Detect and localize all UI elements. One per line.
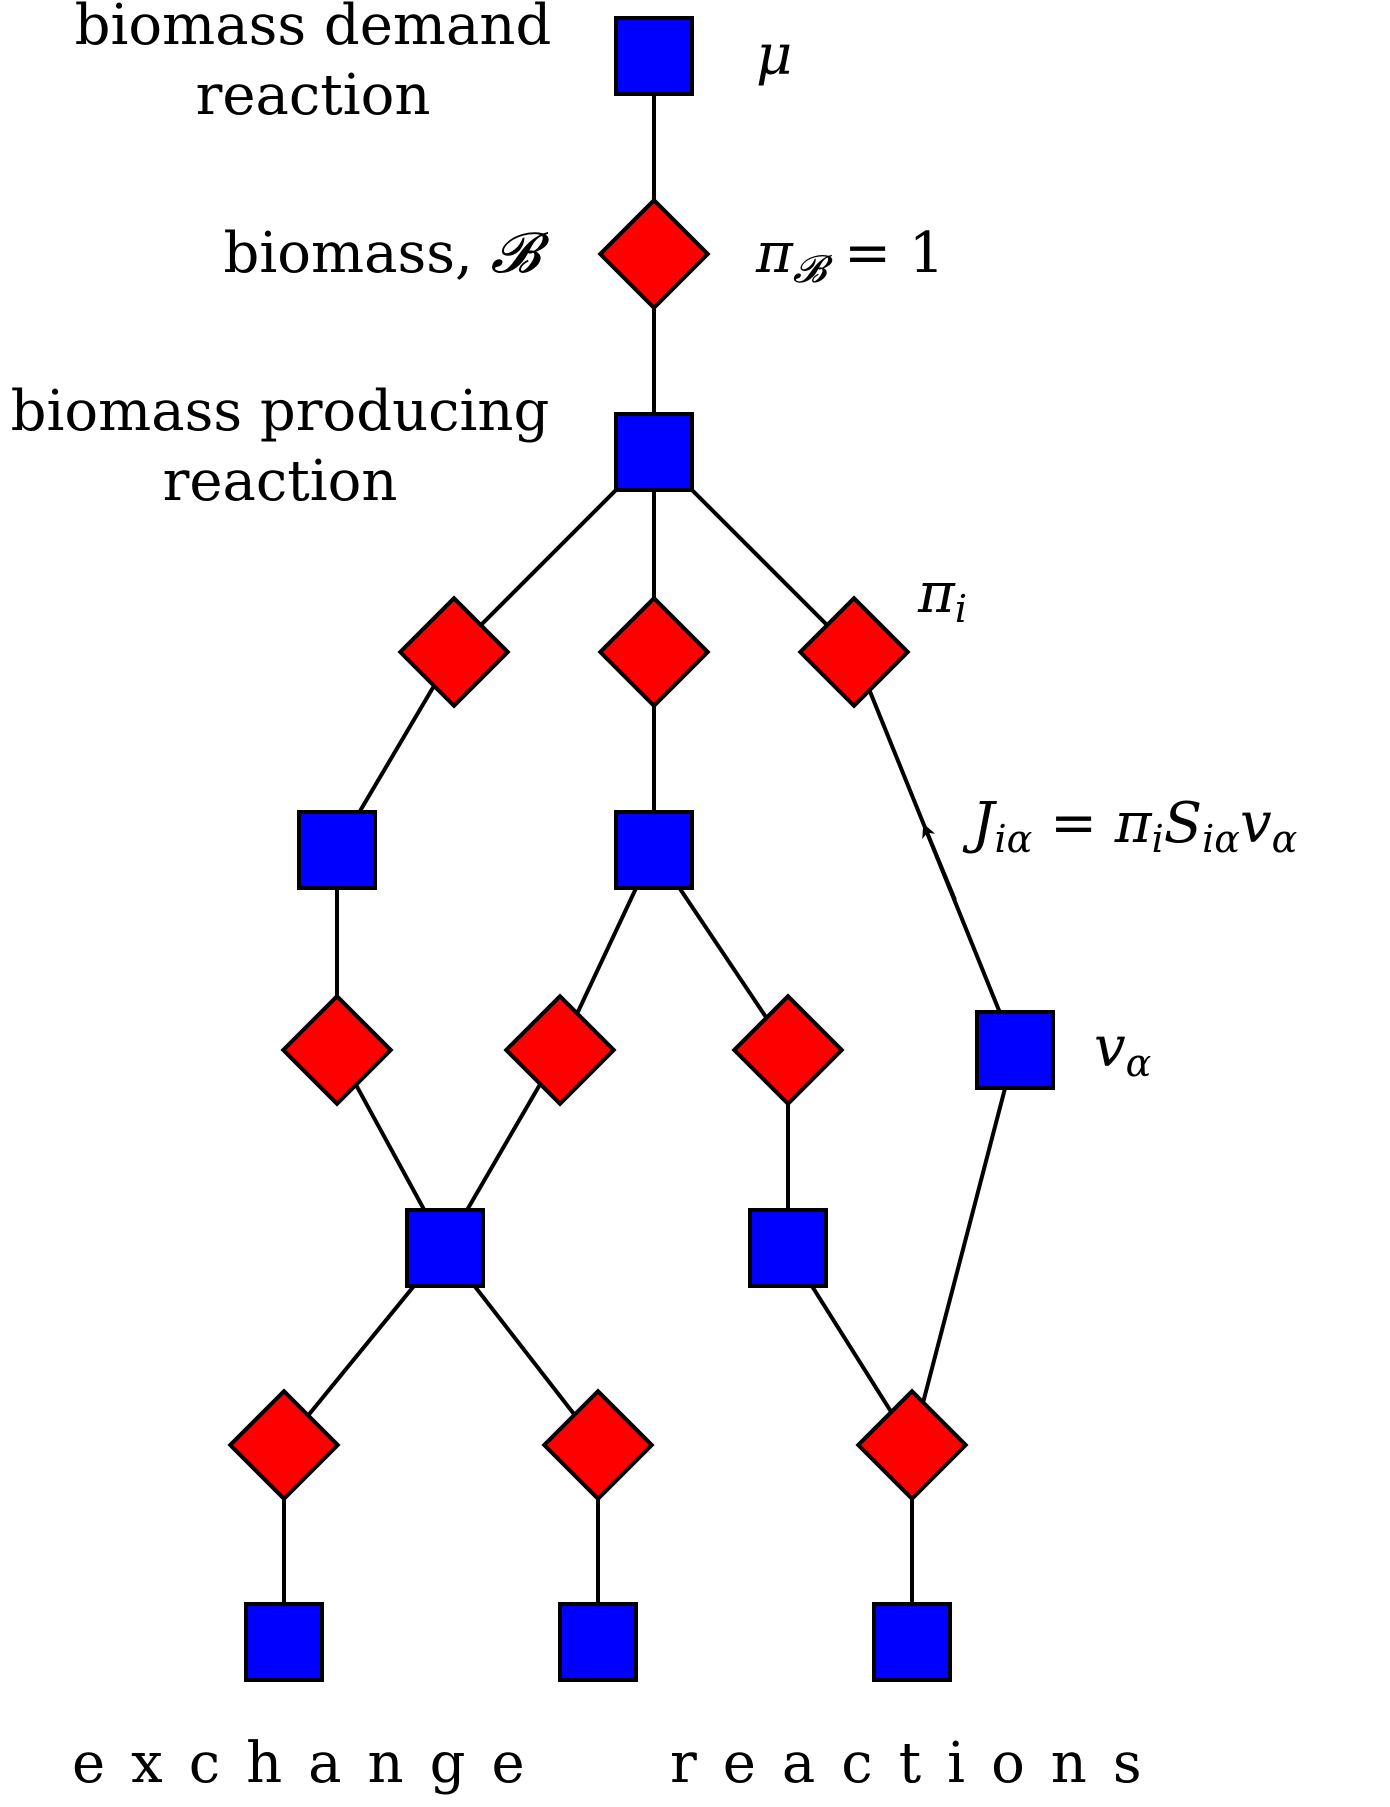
flux-equation-label: Jiα = πiSiαvα	[962, 791, 1297, 861]
v-subscript: α	[1126, 1041, 1152, 1085]
reaction-node	[297, 810, 377, 890]
metabolite-node	[731, 993, 845, 1107]
metabolite-nodes	[227, 197, 969, 1502]
pi-symbol: π	[917, 561, 956, 626]
metabolite-node	[503, 993, 617, 1107]
reaction-node-biomass-producing	[614, 412, 694, 492]
pi-symbol: π	[755, 221, 794, 286]
biomass-label: biomass, 𝓑	[224, 221, 550, 286]
v-alpha-label: vα	[1094, 1015, 1151, 1085]
biomass-symbol: 𝓑	[491, 221, 550, 286]
labels: biomass demand reaction biomass, 𝓑 bioma…	[11, 0, 1168, 1796]
reaction-node	[614, 810, 694, 890]
reaction-node-v-alpha	[975, 1010, 1055, 1090]
exchange-reaction-node	[872, 1602, 952, 1682]
flux-equals-pi: = π	[1032, 791, 1153, 856]
exchange-reaction-node	[558, 1602, 638, 1682]
exchange-label: exchange	[72, 1731, 551, 1796]
biomass-demand-label-line1: biomass demand	[75, 0, 552, 58]
flux-pi-subscript: i	[1152, 817, 1164, 861]
reaction-nodes	[244, 16, 1055, 1682]
metabolite-node	[280, 993, 394, 1107]
reactions-label: reactions	[670, 1731, 1168, 1796]
math-annotations: μ π𝓑 = 1 πi Jiα = πiSiαvα vα	[755, 23, 1297, 1085]
metabolite-node-biomass	[597, 197, 711, 311]
flux-S-subscript: iα	[1202, 817, 1240, 861]
mu-label: μ	[756, 23, 792, 88]
metabolite-node	[541, 1388, 655, 1502]
pi-subscript: 𝓑	[793, 247, 833, 291]
pi-biomass-label: π𝓑 = 1	[755, 221, 945, 291]
pi-i-label: πi	[917, 561, 967, 631]
metabolite-node	[227, 1388, 341, 1502]
flux-v: v	[1240, 791, 1272, 856]
flux-S: S	[1164, 791, 1202, 856]
biomass-text: biomass,	[224, 221, 491, 286]
biomass-producing-label-line2: reaction	[163, 449, 398, 514]
metabolite-node-pi-i	[797, 595, 911, 709]
pi-equals-one: = 1	[826, 221, 944, 286]
reaction-node	[405, 1208, 485, 1288]
flux-v-subscript: α	[1272, 817, 1298, 861]
biomass-demand-label-line2: reaction	[196, 63, 431, 128]
reaction-node	[748, 1208, 828, 1288]
biomass-producing-label-line1: biomass producing	[11, 379, 550, 444]
metabolite-node	[597, 595, 711, 709]
edge	[910, 1049, 1017, 1446]
flux-J-subscript: iα	[994, 817, 1032, 861]
pi-subscript: i	[955, 587, 967, 631]
reaction-node-biomass-demand	[614, 16, 694, 96]
v-symbol: v	[1094, 1015, 1126, 1080]
metabolite-node	[855, 1388, 969, 1502]
flux-J: J	[962, 791, 998, 856]
metabolite-node	[397, 595, 511, 709]
exchange-reaction-node	[244, 1602, 324, 1682]
flux-arrow	[922, 823, 957, 901]
